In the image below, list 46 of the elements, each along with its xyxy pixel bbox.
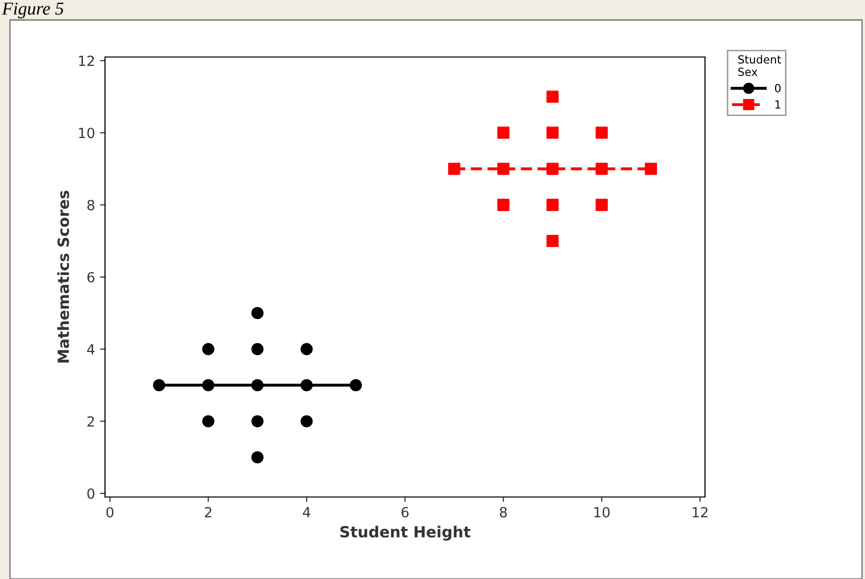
y-tick-label: 4 xyxy=(87,344,94,354)
x-tick-label: 8 xyxy=(500,506,507,518)
point xyxy=(596,126,608,139)
caption: Figure 5 xyxy=(2,2,64,18)
point xyxy=(448,162,460,175)
point xyxy=(546,126,559,139)
y-tick-label: 8 xyxy=(87,200,94,210)
legend-title: Student Sex xyxy=(738,55,782,76)
x-tick-label: 6 xyxy=(402,506,409,518)
x-tick-label: 12 xyxy=(692,506,708,518)
legend-label: 1 xyxy=(775,100,780,109)
x-tick-label: 2 xyxy=(204,506,212,518)
point xyxy=(546,90,559,103)
point xyxy=(497,126,510,139)
x-tick-label: 0 xyxy=(106,506,114,518)
point xyxy=(497,162,510,175)
y-axis-title: Mathematics Scores xyxy=(57,190,70,363)
point xyxy=(596,162,608,175)
point xyxy=(497,198,510,211)
x-tick-label: 10 xyxy=(594,506,610,518)
point xyxy=(153,379,166,392)
point xyxy=(546,198,559,211)
point xyxy=(251,343,264,356)
x-axis-title: Student Height xyxy=(340,526,470,541)
y-tick-label: 6 xyxy=(87,272,94,282)
y-tick-label: 10 xyxy=(79,128,94,138)
point xyxy=(202,343,214,356)
point xyxy=(300,379,313,392)
point xyxy=(300,343,313,356)
point xyxy=(596,198,608,211)
point xyxy=(202,379,214,392)
point xyxy=(300,415,313,428)
point xyxy=(251,451,264,464)
point xyxy=(202,415,214,428)
point xyxy=(350,379,362,392)
y-tick-label: 2 xyxy=(87,416,94,427)
point xyxy=(251,415,264,428)
point xyxy=(251,379,264,392)
point xyxy=(546,162,559,175)
y-tick-label: 12 xyxy=(79,56,94,66)
point xyxy=(644,162,657,175)
point xyxy=(546,234,559,248)
point xyxy=(251,306,264,320)
y-tick-label: 0 xyxy=(87,488,94,499)
x-tick-label: 4 xyxy=(302,507,310,518)
legend-label: 0 xyxy=(774,84,781,92)
